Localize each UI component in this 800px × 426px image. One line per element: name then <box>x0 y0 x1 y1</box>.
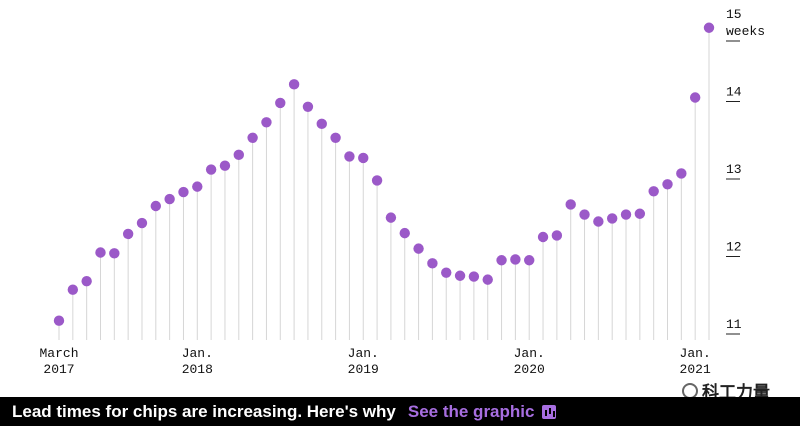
data-point <box>109 248 120 259</box>
data-point <box>689 92 701 103</box>
data-point <box>150 200 162 212</box>
data-point <box>302 101 314 113</box>
data-point <box>136 217 148 229</box>
data-point <box>524 255 535 266</box>
y-tick: 15 weeks <box>726 7 765 42</box>
data-point <box>122 228 134 240</box>
y-tick-label: 12 <box>726 240 742 255</box>
data-point <box>496 255 507 266</box>
chart-icon[interactable] <box>542 404 557 419</box>
data-point <box>192 181 203 192</box>
data-point <box>399 227 410 239</box>
y-tick: 11 <box>726 317 742 335</box>
y-unit-label: weeks <box>726 24 765 39</box>
data-point <box>247 132 258 143</box>
x-tick-year: 2019 <box>348 362 379 377</box>
data-point <box>413 243 424 254</box>
data-point <box>441 267 452 278</box>
x-tick-label: Jan. <box>514 346 545 361</box>
y-tick-label: 13 <box>726 162 742 177</box>
data-point <box>482 274 493 285</box>
y-tick-label: 15 <box>726 7 742 22</box>
x-tick-label: Jan. <box>680 346 711 361</box>
data-point <box>648 186 659 197</box>
data-point <box>620 209 632 220</box>
bottom-bar: Lead times for chips are increasing. Her… <box>0 397 800 426</box>
data-point <box>579 209 590 220</box>
data-point <box>676 168 687 179</box>
y-tick: 14 <box>726 85 742 102</box>
data-point <box>454 270 466 281</box>
lead-time-chart: 1112131415weeksMarch2017Jan.2018Jan.2019… <box>39 7 765 377</box>
see-graphic-link[interactable]: See the graphic <box>407 401 535 421</box>
y-tick-label: 11 <box>726 317 742 332</box>
x-tick-label: Jan. <box>348 346 379 361</box>
data-point <box>662 179 673 190</box>
data-point <box>703 22 715 33</box>
x-tick-label: March <box>39 346 78 361</box>
y-tick-label: 14 <box>726 85 742 100</box>
data-point <box>316 118 327 130</box>
data-point <box>81 275 92 287</box>
data-point <box>427 258 438 269</box>
data-point <box>233 149 244 161</box>
data-point <box>565 199 576 210</box>
story-headline[interactable]: Lead times for chips are increasing. Her… <box>12 401 396 421</box>
x-tick-year: 2020 <box>514 362 545 377</box>
x-tick-year: 2018 <box>182 362 213 377</box>
data-point <box>330 132 341 143</box>
data-point <box>275 97 286 109</box>
data-point <box>219 160 231 171</box>
y-tick: 12 <box>726 240 742 257</box>
data-point <box>95 247 106 258</box>
data-point <box>261 117 272 128</box>
data-point <box>385 212 397 223</box>
data-point <box>510 254 521 265</box>
data-point <box>67 284 79 295</box>
data-point <box>606 213 618 224</box>
data-point <box>358 152 369 164</box>
data-point <box>288 79 300 90</box>
data-point <box>537 231 549 243</box>
data-point <box>593 216 604 227</box>
data-point <box>344 151 355 162</box>
data-point <box>551 230 563 241</box>
data-point <box>205 164 217 175</box>
data-point <box>634 208 646 219</box>
y-tick: 13 <box>726 162 742 180</box>
data-point <box>468 271 480 282</box>
x-tick-label: Jan. <box>182 346 213 361</box>
x-tick-year: 2017 <box>43 362 74 377</box>
data-point <box>164 193 175 205</box>
data-point <box>53 315 65 326</box>
data-point <box>178 186 189 198</box>
data-point <box>371 175 383 186</box>
x-tick-year: 2021 <box>680 362 711 377</box>
